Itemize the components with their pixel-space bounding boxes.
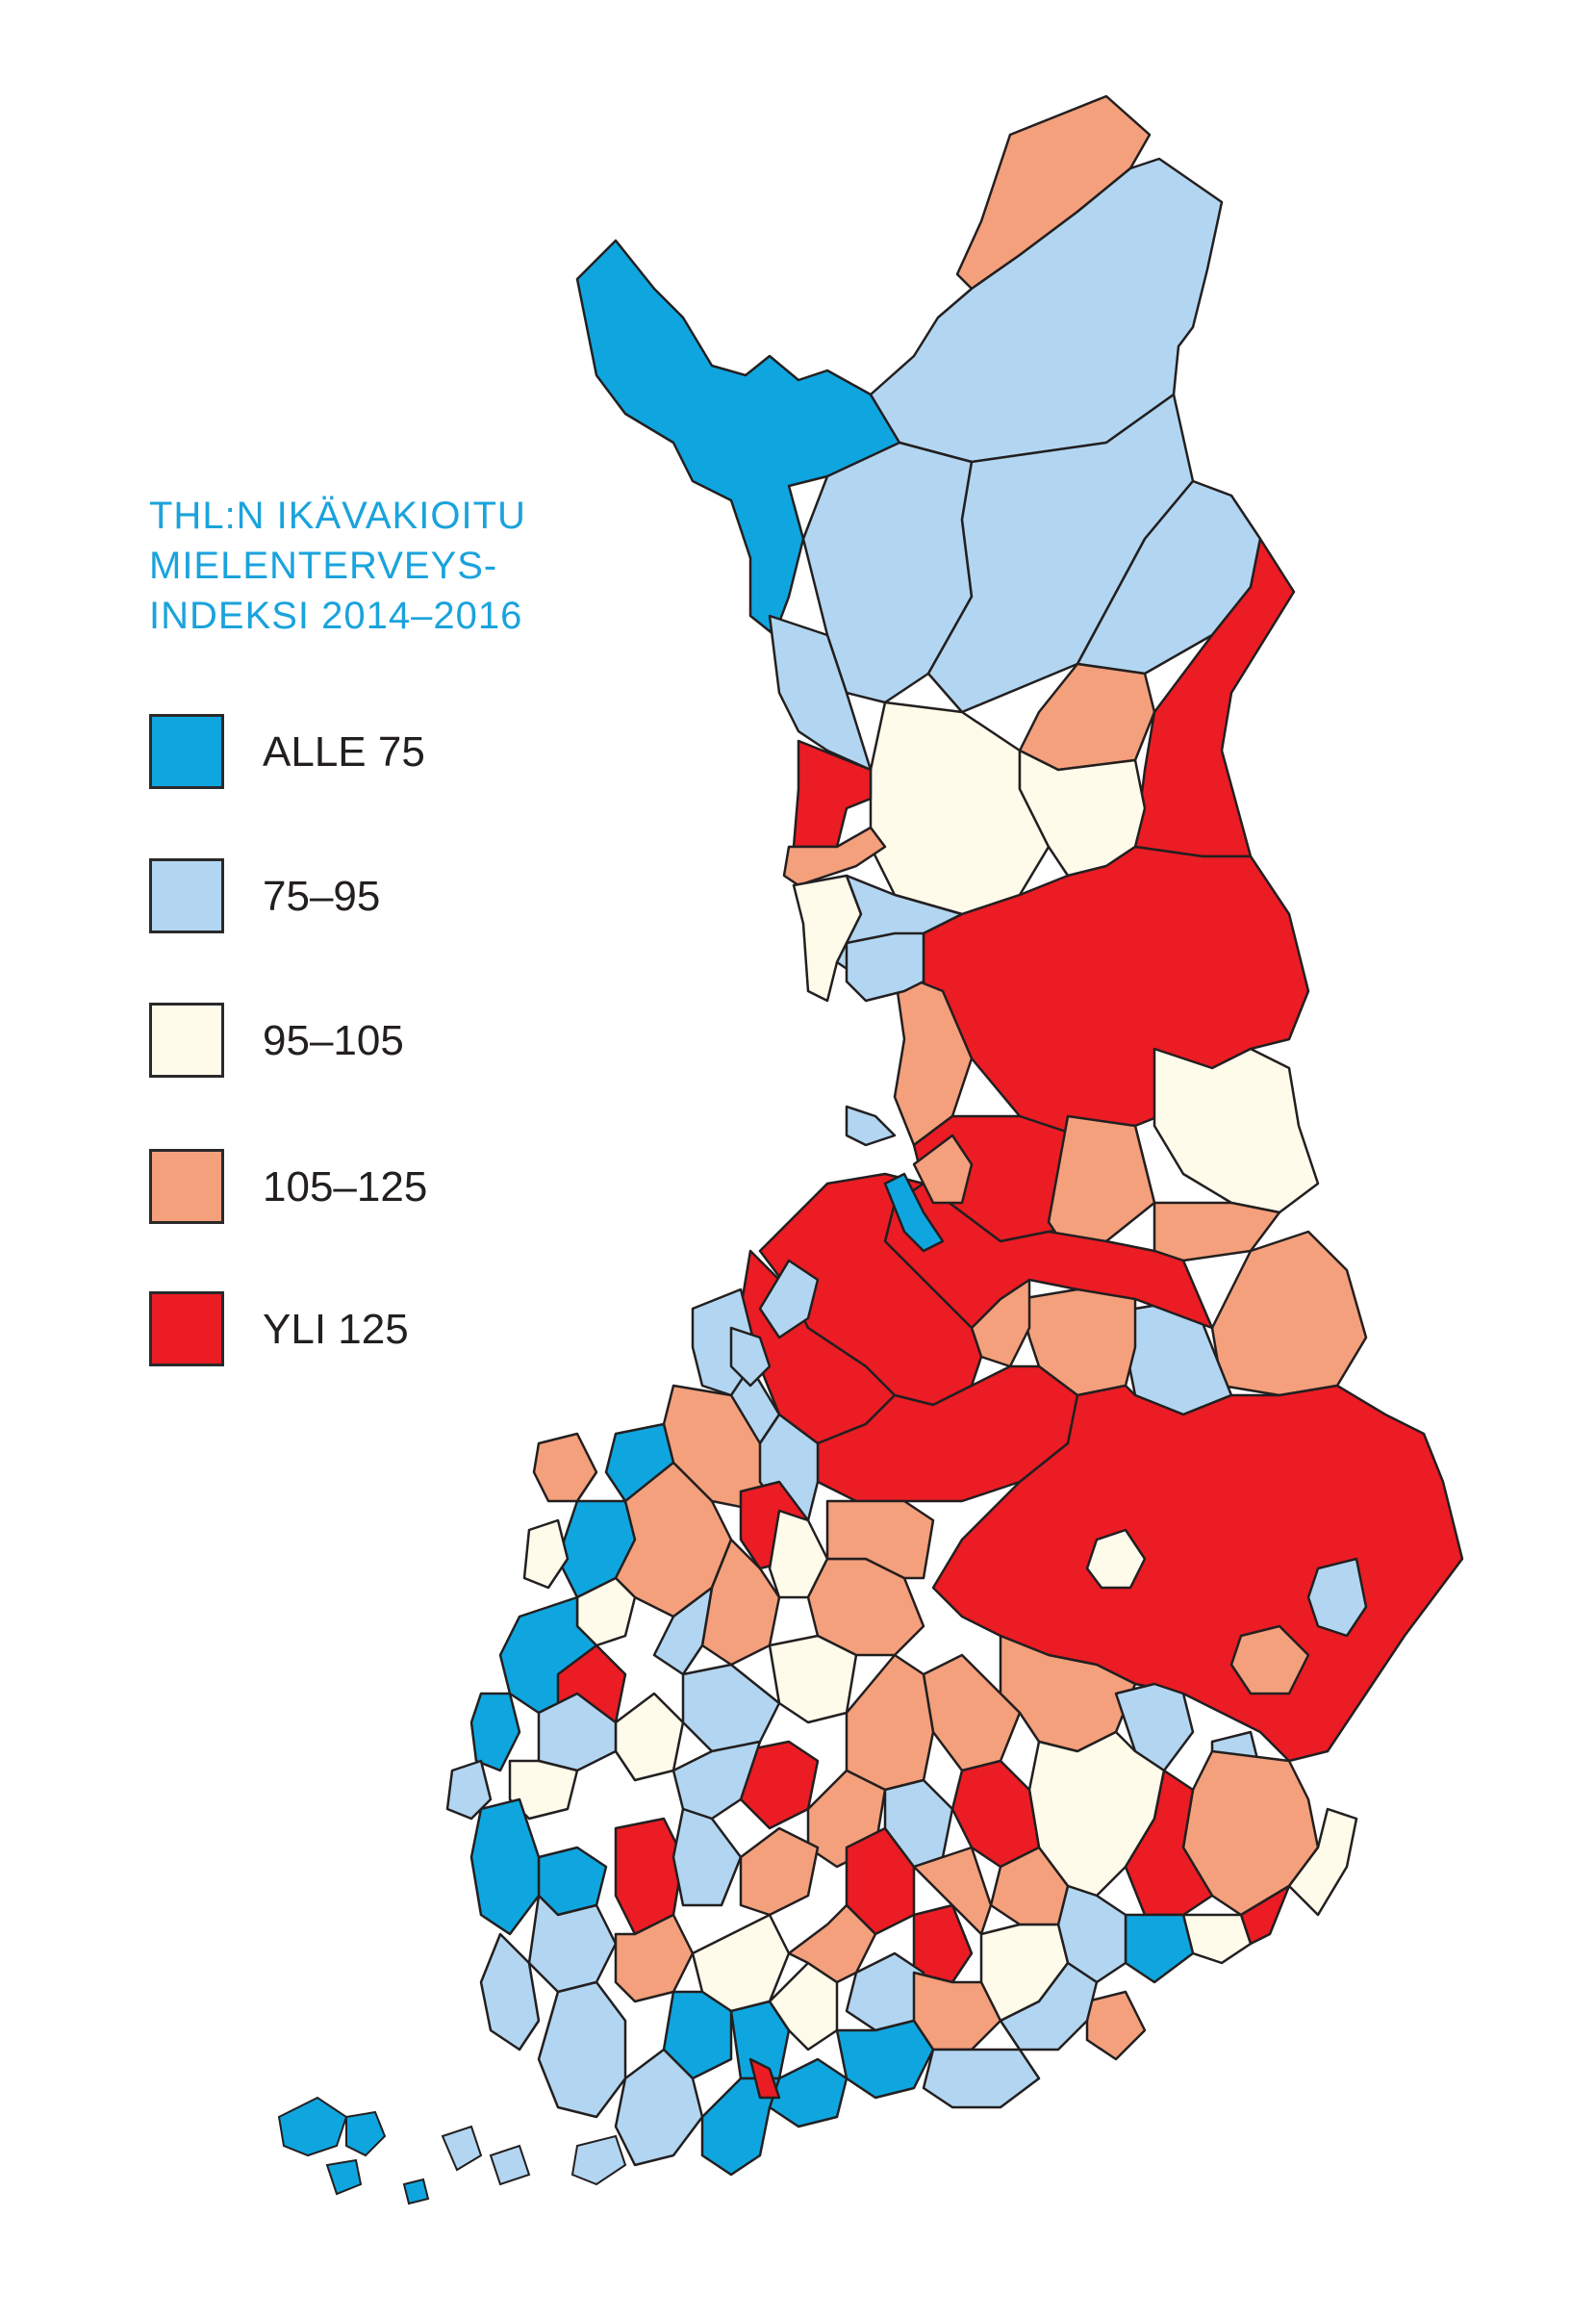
map-region: [922, 2048, 1041, 2109]
map-region: [768, 1634, 858, 1724]
map-region: [345, 2110, 387, 2157]
legend-item-yli-125: YLI 125: [149, 1291, 630, 1370]
map-region: [869, 701, 1051, 916]
map-region: [1229, 1624, 1310, 1695]
map-region: [931, 1384, 1464, 1763]
map-region: [845, 931, 925, 1003]
map-region: [922, 1653, 1022, 1772]
map-region: [445, 1759, 493, 1821]
legend-swatch: [149, 714, 224, 789]
map-region: [912, 1846, 993, 1936]
map-region: [845, 1653, 935, 1792]
legend-swatch: [149, 858, 224, 933]
map-region: [402, 2178, 430, 2205]
map-region: [835, 2019, 935, 2100]
map-region: [700, 2077, 781, 2177]
legend-item-105-125: 105–125: [149, 1149, 630, 1228]
map-region: [782, 826, 887, 887]
map-region: [469, 1692, 521, 1772]
map-region: [912, 1903, 974, 1984]
map-region: [739, 1826, 820, 1917]
map-region: [999, 1961, 1099, 2051]
map-region: [825, 1499, 935, 1580]
map-region: [527, 1894, 618, 1994]
map-region: [758, 1259, 820, 1339]
map-region: [1287, 1807, 1358, 1917]
legend-label: 105–125: [263, 1163, 428, 1210]
map-region: [729, 2000, 791, 2080]
map-region: [325, 2158, 363, 2196]
map-region: [748, 2057, 781, 2100]
legend-label: 75–95: [263, 873, 381, 920]
map-region: [1085, 1990, 1147, 2061]
map-region: [1181, 1913, 1253, 1965]
map-region: [441, 2125, 483, 2172]
title-line: INDEKSI 2014–2016: [149, 595, 523, 637]
map-title: THL:N IKÄVAKIOITU MIELENTERVEYS- INDEKSI…: [149, 491, 649, 641]
title-line: MIELENTERVEYS-: [149, 545, 498, 587]
map-region: [537, 1980, 627, 2119]
map-region: [912, 1134, 974, 1205]
map-region: [845, 1105, 897, 1147]
title-line: THL:N IKÄVAKIOITU: [149, 495, 526, 537]
map-region: [1124, 1913, 1195, 1984]
legend-swatch: [149, 1003, 224, 1078]
map-region: [277, 2096, 348, 2157]
map-region: [671, 1807, 743, 1907]
map-region: [681, 1663, 781, 1753]
map-region: [614, 2048, 704, 2167]
legend-swatch: [149, 1149, 224, 1224]
legend-label: YLI 125: [263, 1306, 409, 1353]
map-region: [469, 1797, 541, 1936]
map-region: [570, 2134, 627, 2186]
legend-label: 95–105: [263, 1017, 404, 1064]
map-region: [522, 1518, 570, 1590]
map-region: [792, 739, 873, 849]
legend-item-95-105: 95–105: [149, 1003, 630, 1082]
legend-item-75-95: 75–95: [149, 858, 630, 937]
map-region: [1306, 1557, 1368, 1638]
map-region: [614, 1692, 685, 1782]
map-region: [575, 239, 901, 637]
legend-label: ALLE 75: [263, 728, 425, 776]
map-region: [883, 1172, 945, 1253]
map-region: [787, 1903, 877, 1984]
map-region: [532, 1432, 598, 1503]
map-region: [489, 2144, 531, 2186]
legend-swatch: [149, 1291, 224, 1366]
map-region: [1210, 1230, 1368, 1397]
map-region: [1047, 1114, 1156, 1253]
map-region: [1085, 1528, 1147, 1590]
map-region: [508, 1759, 579, 1821]
map-region: [652, 1586, 714, 1676]
map-region: [614, 1913, 695, 2003]
map-region: [479, 1932, 541, 2051]
legend-item-alle-75: ALLE 75: [149, 714, 630, 793]
map-region: [1153, 1047, 1320, 1214]
map-region: [729, 1326, 772, 1388]
map-region: [700, 1538, 781, 1667]
